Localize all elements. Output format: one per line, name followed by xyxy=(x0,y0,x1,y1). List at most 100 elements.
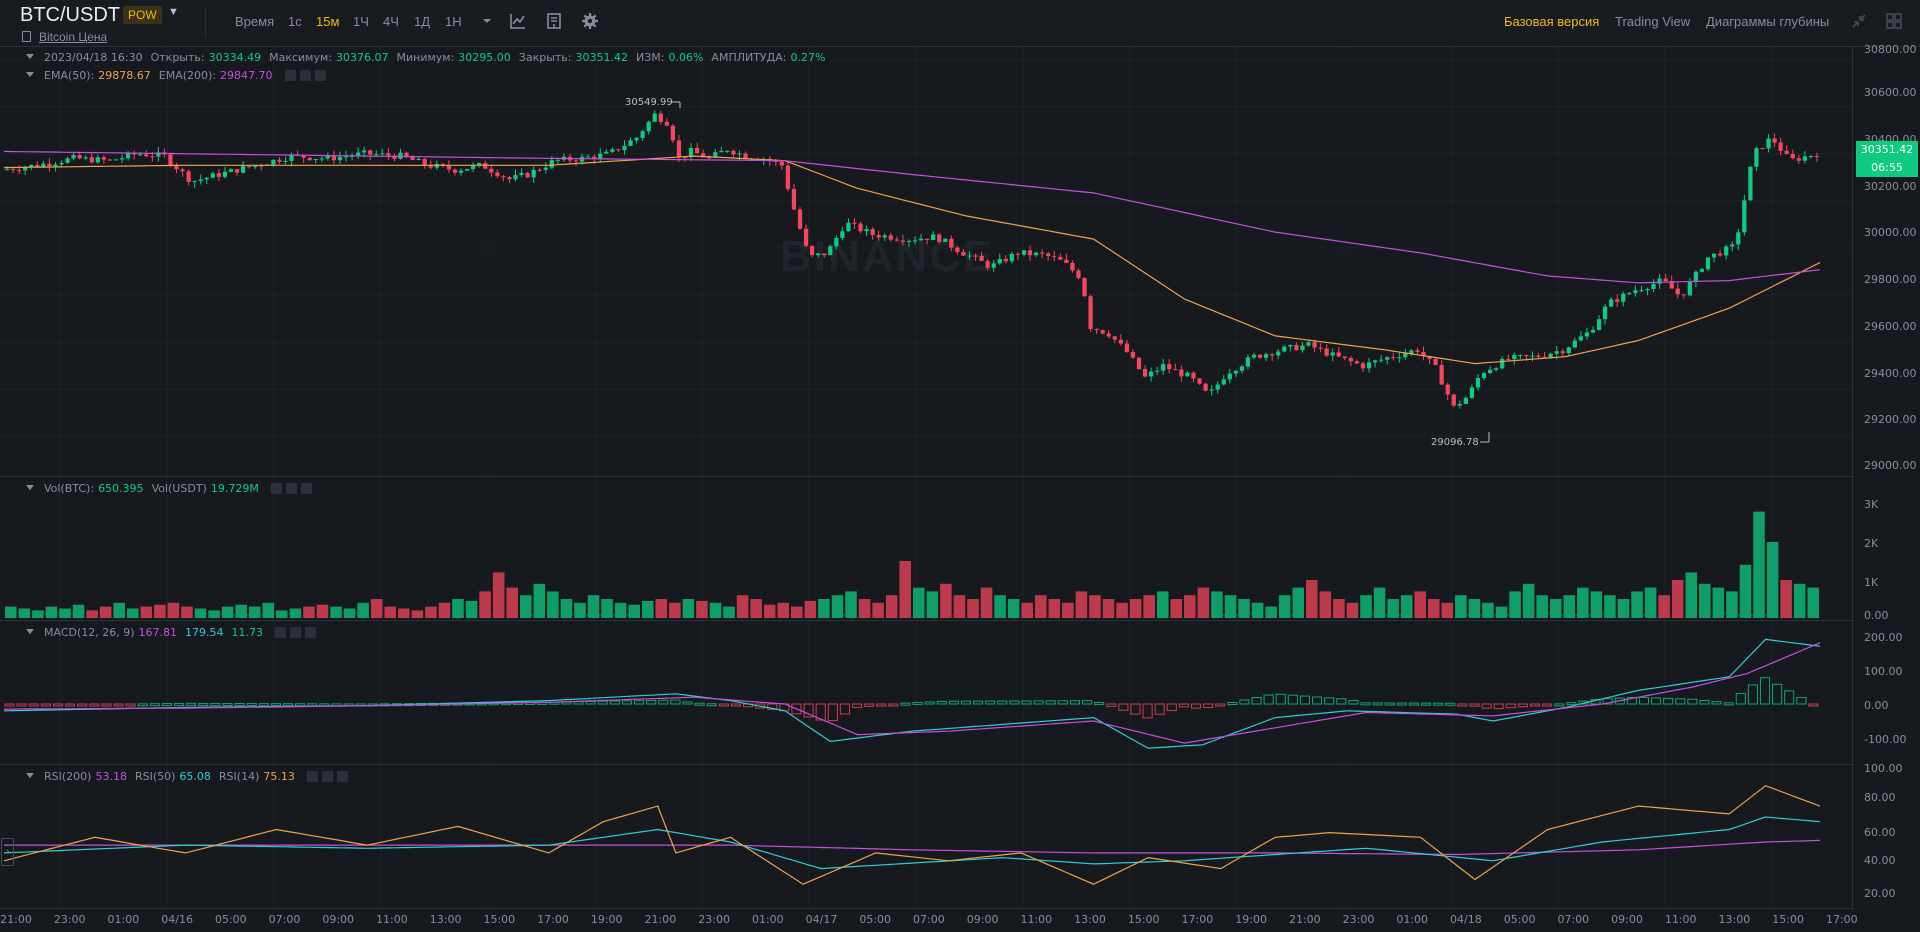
macd-histogram-bar xyxy=(1057,700,1068,705)
settings-icon[interactable] xyxy=(321,771,333,782)
collapse-icon[interactable] xyxy=(1850,12,1868,30)
depth-chart-link[interactable]: Диаграммы глубины xyxy=(1706,14,1830,29)
timeframe-1w[interactable]: 1Н xyxy=(445,14,462,29)
chevron-down-icon[interactable] xyxy=(478,12,496,30)
symbol-subtitle[interactable]: Bitcoin Цена xyxy=(22,30,107,44)
pane-divider[interactable] xyxy=(0,620,1852,621)
time-axis-tick: 09:00 xyxy=(322,913,355,926)
candle-body xyxy=(906,240,912,242)
timeframe-15m[interactable]: 15м xyxy=(316,14,340,29)
macd-histogram-bar xyxy=(827,703,838,722)
candle-body xyxy=(652,113,657,122)
candle-body xyxy=(277,159,282,162)
candle-body xyxy=(1500,358,1505,369)
timeframe-1s[interactable]: 1с xyxy=(288,14,302,29)
candle-body xyxy=(507,177,512,180)
collapse-caret-icon[interactable] xyxy=(26,629,34,634)
visibility-toggle-icon[interactable] xyxy=(284,70,296,81)
visibility-toggle-icon[interactable] xyxy=(270,483,282,494)
timeframe-1d[interactable]: 1Д xyxy=(414,14,431,29)
rsi-axis-tick: 40.00 xyxy=(1864,854,1896,867)
volume-bar xyxy=(628,604,640,618)
macd-histogram-bar xyxy=(161,703,172,707)
settings-icon[interactable] xyxy=(290,627,302,638)
volume-bar xyxy=(357,602,369,618)
collapse-caret-icon[interactable] xyxy=(26,485,34,490)
time-axis-tick: 13:00 xyxy=(1718,913,1751,926)
macd-histogram-bar xyxy=(1626,696,1637,705)
close-icon[interactable] xyxy=(300,483,312,494)
timeframe-4h[interactable]: 4Ч xyxy=(383,14,399,29)
candle-body xyxy=(1003,258,1008,262)
macd-histogram-bar xyxy=(609,700,620,705)
volume-bar xyxy=(262,602,275,618)
settings-gear-icon[interactable] xyxy=(581,12,599,30)
pane-divider[interactable] xyxy=(0,476,1852,477)
candle-body xyxy=(1300,345,1305,351)
collapse-caret-icon[interactable] xyxy=(26,54,34,59)
volume-bar xyxy=(221,606,234,618)
candle-body xyxy=(779,161,784,166)
candle-body xyxy=(1191,372,1196,379)
layout-grid-icon[interactable] xyxy=(1885,12,1903,30)
candle-body xyxy=(967,255,972,257)
close-icon[interactable] xyxy=(336,771,348,782)
pane-divider[interactable] xyxy=(0,764,1852,765)
collapse-caret-icon[interactable] xyxy=(26,72,34,77)
volume-bar xyxy=(574,602,586,618)
visibility-toggle-icon[interactable] xyxy=(306,771,318,782)
volume-bar xyxy=(411,610,424,618)
candle-body xyxy=(1064,259,1069,263)
volume-bar xyxy=(980,587,993,618)
macd-histogram-bar xyxy=(1251,697,1262,705)
timeframe-time[interactable]: Время xyxy=(235,14,275,29)
time-axis-tick: 15:00 xyxy=(483,913,516,926)
volume-bar xyxy=(1346,602,1359,618)
volume-bar xyxy=(1143,595,1155,618)
candle-body xyxy=(386,153,391,156)
candle-body xyxy=(725,150,730,152)
settings-icon[interactable] xyxy=(299,70,311,81)
price-axis[interactable] xyxy=(1852,46,1920,910)
candle-body xyxy=(1330,352,1335,356)
close-icon[interactable] xyxy=(314,70,326,81)
candle-body xyxy=(1790,153,1795,159)
volume-bar xyxy=(1753,511,1765,618)
symbol-dropdown-icon[interactable]: ▼ xyxy=(168,6,179,18)
candle-body xyxy=(59,162,64,165)
macd-histogram-bar xyxy=(1275,693,1286,705)
rsi-legend: RSI(200) 53.18 RSI(50) 65.08 RSI(14) 75.13 xyxy=(26,770,348,783)
macd-axis-tick: -100.00 xyxy=(1864,733,1907,746)
volume-bar xyxy=(831,595,844,618)
macd-histogram-bar xyxy=(1227,702,1238,706)
chart-type-icon[interactable] xyxy=(509,12,527,30)
candle-body xyxy=(1324,348,1329,356)
close-icon[interactable] xyxy=(305,627,317,638)
price-axis-tick: 29200.00 xyxy=(1864,413,1917,426)
candle-body xyxy=(53,164,58,167)
candle-body xyxy=(646,121,651,132)
candle-body xyxy=(513,174,518,180)
candle-body xyxy=(1403,353,1408,358)
volume-bar xyxy=(126,608,139,618)
time-axis-tick: 09:00 xyxy=(966,913,999,926)
candle-body xyxy=(307,157,312,161)
settings-icon[interactable] xyxy=(285,483,297,494)
symbol-title[interactable]: BTC/USDT xyxy=(20,4,120,26)
candle-body xyxy=(1197,378,1202,384)
indicators-icon[interactable] xyxy=(545,12,563,30)
basic-view-link[interactable]: Базовая версия xyxy=(1504,14,1600,29)
candle-body xyxy=(1379,359,1384,361)
timeframe-1h[interactable]: 1Ч xyxy=(353,14,369,29)
collapse-caret-icon[interactable] xyxy=(26,773,34,778)
candle-body xyxy=(1282,346,1287,352)
candle-body xyxy=(1124,343,1130,353)
volume-bar xyxy=(696,600,708,618)
macd-histogram-bar xyxy=(65,703,76,707)
visibility-toggle-icon[interactable] xyxy=(275,627,287,638)
time-axis-tick: 23:00 xyxy=(698,913,730,926)
candle-body xyxy=(694,148,700,154)
side-panel-toggle-icon[interactable]: › xyxy=(1,838,14,866)
tradingview-link[interactable]: Trading View xyxy=(1615,14,1691,29)
